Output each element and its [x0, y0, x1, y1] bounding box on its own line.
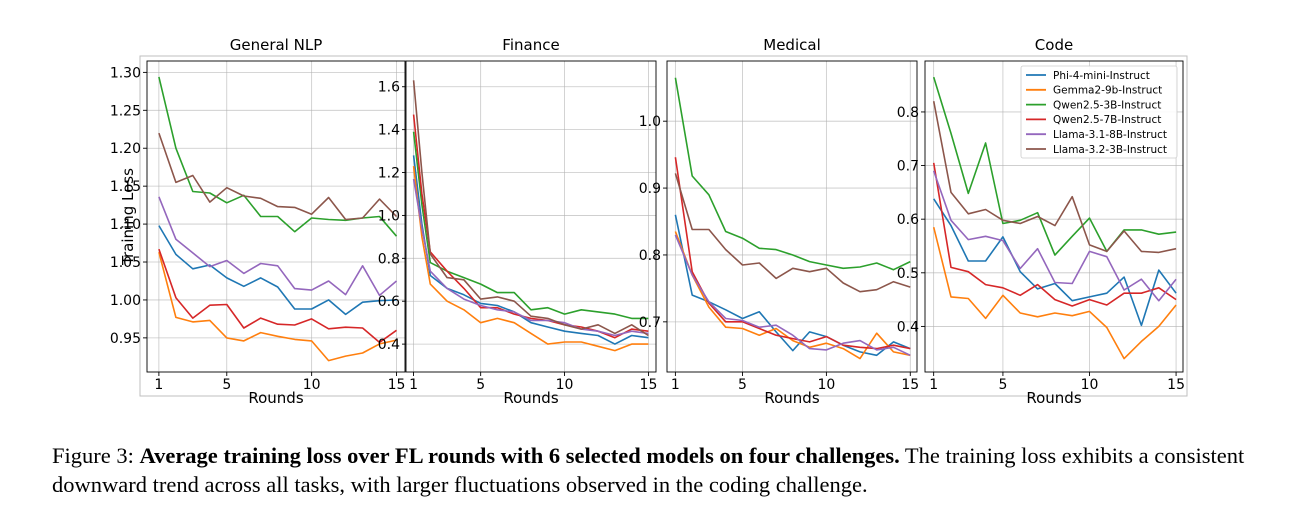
x-tick-label: 10	[303, 377, 321, 393]
series-line-qwen2-5-3b-instruct	[932, 76, 1177, 256]
x-tick-label: 10	[817, 377, 835, 393]
x-tick-label: 1	[154, 377, 163, 393]
series-line-llama-3-1-8b-instruct	[932, 170, 1177, 302]
panel-0: 1 5 10 150.951.001.051.101.151.201.251.30Ge…	[110, 36, 406, 407]
legend-entry: Phi-4-mini-Instruct	[1053, 70, 1150, 82]
panel-title: Code	[1035, 36, 1073, 54]
x-tick-label: 5	[998, 377, 1007, 393]
figure-3-charts: 1 5 10 150.951.001.051.101.151.201.251.30Ge…	[110, 36, 1188, 407]
axes-frame	[666, 60, 918, 373]
legend-entry: Qwen2.5-7B-Instruct	[1053, 114, 1161, 126]
series-line-gemma2-9b-instruct	[412, 166, 649, 352]
x-tick-label: 1	[929, 377, 938, 393]
x-tick-label: 1	[671, 377, 680, 393]
y-tick-label: 1.20	[110, 141, 141, 157]
y-tick-label: 1.30	[110, 65, 141, 81]
y-tick-label: 0.4	[897, 319, 919, 335]
panel-title: General NLP	[230, 36, 323, 54]
x-tick-label: 10	[1081, 377, 1099, 393]
y-tick-label: 0.95	[110, 331, 141, 347]
series-line-qwen2-5-7b-instruct	[158, 248, 397, 344]
y-tick-label: 0.7	[639, 315, 661, 331]
x-tick-label: 15	[640, 377, 658, 393]
figure-caption: Figure 3: Average training loss over FL …	[52, 441, 1252, 499]
axes-frame	[924, 60, 1184, 373]
y-tick-label: 1.10	[110, 217, 141, 233]
series-group	[932, 76, 1177, 360]
x-axis-label: Rounds	[764, 389, 819, 407]
figure-frame	[139, 55, 1188, 397]
x-tick-label: 15	[901, 377, 919, 393]
caption-bold: Average training loss over FL rounds wit…	[139, 443, 900, 468]
series-line-llama-3-1-8b-instruct	[158, 196, 398, 297]
y-tick-label: 1.4	[378, 123, 400, 139]
series-line-phi-4-mini-instruct	[412, 155, 649, 345]
y-tick-label: 1.0	[639, 114, 661, 130]
caption-label: Figure 3:	[52, 443, 134, 468]
y-tick-label: 0.4	[378, 337, 400, 353]
x-tick-label: 1	[409, 377, 418, 393]
series-line-llama-3-2-3b-instruct	[412, 80, 649, 337]
x-tick-label: 10	[556, 377, 574, 393]
x-tick-label: 5	[222, 377, 231, 393]
y-tick-label: 0.7	[897, 159, 919, 175]
series-line-qwen2-5-7b-instruct	[674, 157, 911, 350]
panel-3: 1 5 10 150.40.50.60.70.8CodeRoundsPhi-4-min…	[897, 36, 1185, 407]
series-line-llama-3-1-8b-instruct	[412, 178, 649, 337]
x-axis-label: Rounds	[1026, 389, 1081, 407]
y-tick-label: 1.6	[378, 80, 400, 96]
legend-entry: Llama-3.1-8B-Instruct	[1053, 129, 1167, 141]
x-tick-label: 15	[1167, 377, 1185, 393]
caption-text: The training loss exhibits a consistent …	[52, 443, 1245, 497]
panel-title: Medical	[763, 36, 820, 54]
legend-entry: Gemma2-9b-Instruct	[1053, 85, 1162, 97]
y-tick-label: 0.5	[897, 266, 919, 282]
series-line-gemma2-9b-instruct	[932, 227, 1177, 360]
axes-frame	[146, 60, 406, 373]
series-line-qwen2-5-3b-instruct	[158, 76, 398, 237]
series-line-qwen2-5-7b-instruct	[412, 114, 649, 339]
x-tick-label: 5	[476, 377, 485, 393]
x-axis-label: Rounds	[503, 389, 558, 407]
y-tick-label: 1.2	[378, 166, 400, 182]
series-line-llama-3-2-3b-instruct	[158, 132, 398, 221]
y-axis-label: Training Loss	[119, 168, 137, 266]
legend-box	[1020, 65, 1178, 159]
axes-frame	[405, 60, 657, 373]
legend-entry: Qwen2.5-3B-Instruct	[1053, 99, 1161, 111]
panel-title: Finance	[502, 36, 559, 54]
y-tick-label: 1.15	[110, 179, 141, 195]
x-tick-label: 5	[738, 377, 747, 393]
y-tick-label: 0.6	[378, 294, 400, 310]
y-tick-label: 1.0	[378, 208, 400, 224]
series-line-llama-3-2-3b-instruct	[674, 173, 911, 293]
y-tick-label: 0.6	[897, 212, 919, 228]
y-tick-label: 1.00	[110, 293, 141, 309]
series-line-llama-3-2-3b-instruct	[932, 101, 1177, 254]
series-line-phi-4-mini-instruct	[158, 225, 397, 316]
y-tick-label: 0.8	[897, 105, 919, 121]
series-group	[158, 76, 398, 362]
y-tick-label: 0.8	[378, 251, 400, 267]
x-tick-label: 15	[388, 377, 406, 393]
legend: Phi-4-mini-Instruct Gemma2-9b-Instruct Qwe…	[1020, 65, 1178, 159]
series-line-qwen2-5-3b-instruct	[674, 77, 911, 271]
series-line-phi-4-mini-instruct	[933, 198, 1177, 327]
y-tick-label: 1.25	[110, 103, 141, 119]
x-axis-label: Rounds	[248, 389, 303, 407]
series-line-llama-3-1-8b-instruct	[674, 234, 911, 357]
y-tick-label: 1.05	[110, 255, 141, 271]
series-group	[412, 80, 649, 352]
series-line-gemma2-9b-instruct	[158, 251, 397, 362]
y-tick-label: 0.8	[639, 248, 661, 264]
y-tick-label: 0.9	[639, 181, 661, 197]
legend-entry: Llama-3.2-3B-Instruct	[1053, 144, 1167, 156]
series-group	[674, 77, 911, 360]
series-line-qwen2-5-7b-instruct	[932, 162, 1177, 307]
series-line-gemma2-9b-instruct	[674, 231, 911, 360]
series-line-phi-4-mini-instruct	[674, 214, 911, 357]
